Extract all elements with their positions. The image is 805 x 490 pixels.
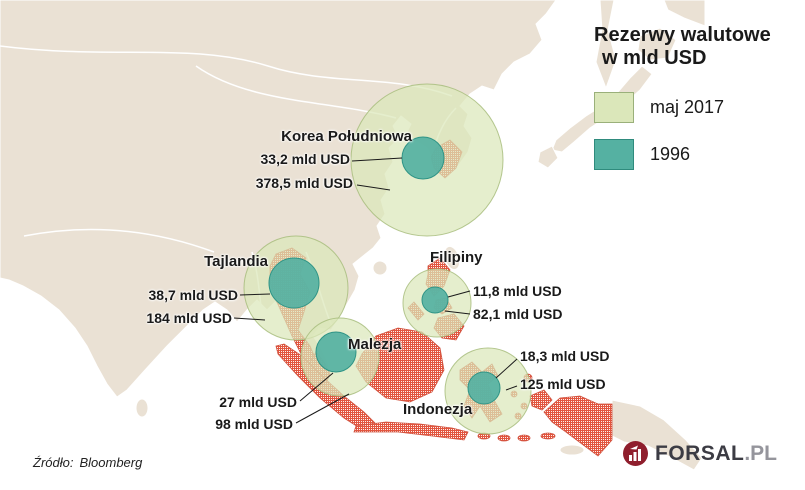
- island-timor: [559, 444, 585, 456]
- label-malaysia-1996: 27 mld USD: [219, 394, 297, 410]
- legend: Rezerwy walutowe w mld USD maj 2017 1996: [594, 24, 799, 170]
- island-hokkaido: [637, 27, 677, 61]
- label-malaysia-2017: 98 mld USD: [215, 416, 293, 432]
- label-thailand-1996: 38,7 mld USD: [148, 287, 238, 303]
- label-country-korea: Korea Południowa: [281, 128, 412, 145]
- island-java: [353, 421, 469, 441]
- label-country-indonesia: Indonezja: [403, 401, 473, 418]
- label-korea-1996: 33,2 mld USD: [260, 151, 350, 167]
- label-philippines-2017: 82,1 mld USD: [473, 306, 563, 322]
- island-png: [611, 399, 703, 471]
- bubble-philippines-1996: [421, 286, 449, 314]
- legend-label-2017: maj 2017: [650, 97, 725, 117]
- legend-swatch-2017: [594, 92, 634, 123]
- region-west-papua: [543, 395, 613, 457]
- legend-title: Rezerwy walutowe w mld USD: [594, 24, 799, 70]
- leader-philippines-2017: [444, 310, 471, 315]
- label-korea-2017: 378,5 mld USD: [255, 175, 353, 191]
- island-sunda-2: [497, 434, 511, 442]
- island-sunda-3: [517, 434, 531, 442]
- label-country-malaysia: Malezja: [348, 336, 402, 353]
- leader-korea-1996: [351, 157, 403, 162]
- region-birds-head: [529, 389, 553, 411]
- source-value: Bloomberg: [79, 455, 143, 470]
- island-srilanka: [135, 398, 149, 418]
- island-sunda-4: [540, 432, 556, 440]
- bubbles-1996: [268, 136, 501, 405]
- legend-title-line2: w mld USD: [602, 47, 707, 69]
- legend-label-1996: 1996: [650, 144, 691, 164]
- legend-item-1996: 1996: [594, 139, 799, 170]
- label-thailand-2017: 184 mld USD: [146, 310, 232, 326]
- land-top-right: [663, 0, 706, 27]
- island-hainan: [372, 260, 388, 276]
- logo-brand-text: FORSAL: [655, 441, 745, 465]
- leader-indonesia-2017: [505, 385, 518, 391]
- leader-malaysia-1996: [299, 372, 334, 402]
- island-sakhalin: [595, 0, 617, 90]
- source-label: Źródło:: [33, 455, 74, 470]
- leader-philippines-1996: [447, 290, 471, 298]
- legend-swatch-1996: [594, 139, 634, 170]
- bubble-thailand-1996: [268, 257, 320, 309]
- label-country-philippines: Filipiny: [430, 249, 483, 266]
- leader-indonesia-1996: [495, 358, 518, 379]
- leader-thailand-1996: [239, 293, 271, 296]
- legend-title-line1: Rezerwy walutowe: [594, 24, 771, 46]
- leader-thailand-2017: [233, 317, 266, 321]
- leader-malaysia-2017: [295, 393, 350, 424]
- forsal-logo-icon: [623, 441, 648, 466]
- bubble-indonesia-1996: [467, 371, 501, 405]
- logo-suffix-text: .PL: [744, 441, 777, 465]
- bubble-malaysia-1996: [315, 331, 357, 373]
- label-indonesia-2017: 125 mld USD: [520, 376, 606, 392]
- island-taiwan: [443, 245, 461, 271]
- legend-item-2017: maj 2017: [594, 92, 799, 123]
- label-philippines-1996: 11,8 mld USD: [473, 283, 562, 299]
- forsal-logo: FORSAL .PL: [622, 440, 777, 467]
- leader-korea-2017: [356, 184, 391, 191]
- source-note: Źródło: Bloomberg: [33, 455, 142, 470]
- label-indonesia-1996: 18,3 mld USD: [520, 348, 610, 364]
- island-kyushu: [537, 145, 559, 169]
- leader-lines: [233, 157, 518, 424]
- label-country-thailand: Tajlandia: [204, 253, 268, 270]
